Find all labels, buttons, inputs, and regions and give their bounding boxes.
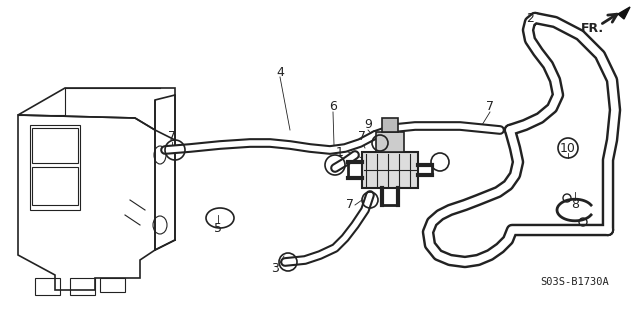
Text: 10: 10 (560, 142, 576, 154)
Text: 1: 1 (336, 145, 344, 159)
Text: 7: 7 (168, 130, 176, 144)
Text: 9: 9 (364, 118, 372, 131)
FancyBboxPatch shape (376, 132, 404, 152)
Text: 2: 2 (526, 11, 534, 25)
Text: FR.: FR. (580, 23, 604, 35)
Text: 8: 8 (571, 198, 579, 211)
FancyBboxPatch shape (382, 118, 398, 132)
Text: 7: 7 (346, 198, 354, 211)
Text: S03S-B1730A: S03S-B1730A (541, 277, 609, 287)
Text: 7: 7 (358, 130, 366, 144)
Text: 7: 7 (486, 100, 494, 114)
Text: 5: 5 (214, 221, 222, 234)
Text: 4: 4 (276, 65, 284, 78)
Polygon shape (618, 7, 630, 19)
Text: 6: 6 (329, 100, 337, 114)
FancyBboxPatch shape (362, 152, 418, 188)
Text: 3: 3 (271, 262, 279, 275)
